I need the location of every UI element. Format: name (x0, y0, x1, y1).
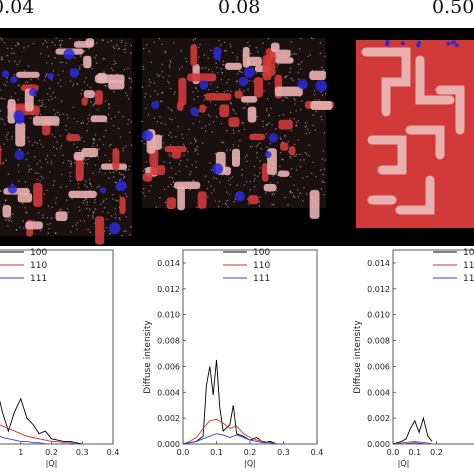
x-tick-label: 0.1 (408, 448, 421, 457)
y-axis-label: Diffuse intensity (353, 320, 363, 394)
y-tick-label: 0.014 (157, 259, 180, 268)
legend-label-100: 100 (253, 248, 270, 258)
y-tick-label: 0.014 (367, 259, 390, 268)
panel-label-3: 0.50 (432, 0, 474, 18)
y-tick-label: 0.012 (367, 285, 390, 294)
y-tick-label: 0.006 (367, 362, 390, 371)
legend-label-110: 110 (253, 261, 270, 271)
y-tick-label: 0.010 (367, 311, 390, 320)
series-line-111 (393, 442, 433, 444)
x-tick-label: 0.2 (244, 448, 257, 457)
y-tick-label: 0.012 (157, 285, 180, 294)
y-tick-label: 0.004 (367, 388, 390, 397)
x-tick-label: 0.3 (277, 448, 290, 457)
x-tick-label: 0.4 (311, 448, 324, 457)
chart-3: 0.000 0.002 0.004 0.006 0.008 0.010 0.012 0.014… (353, 248, 474, 468)
panel-label-2: 0.08 (218, 0, 261, 18)
y-tick-label: 0.002 (157, 414, 180, 423)
x-axis-label: |Q| (398, 459, 410, 468)
legend-label-110: 110 (30, 261, 47, 271)
microstructure-panel-1 (0, 37, 133, 245)
microstructure-panel-2 (141, 37, 334, 219)
chart-2: 0.000 0.002 0.004 0.006 0.008 0.010 0.012 0.014… (143, 248, 323, 468)
x-axis-label: |Q| (244, 459, 256, 468)
series-line-110 (0, 424, 83, 444)
x-axis-label: |Q| (46, 459, 58, 468)
chart-1: 1 0.2 0.3 0.4 |Q| 100 110 111 (0, 248, 119, 468)
x-tick-label: 0.1 (210, 448, 223, 457)
x-tick-label: 0.2 (45, 448, 58, 457)
series-line-100 (183, 359, 284, 444)
x-tick-label: 0.0 (177, 448, 190, 457)
plot-frame (0, 249, 114, 445)
series-line-111 (183, 433, 284, 444)
x-tick-label: 0.4 (107, 448, 120, 457)
series-line-100 (393, 416, 433, 444)
y-tick-label: 0.004 (157, 388, 180, 397)
legend-label-100: 100 (30, 248, 47, 258)
series-line-100 (0, 397, 83, 444)
x-tick-label: 1 (18, 448, 23, 457)
microstructure-panel-3 (356, 40, 474, 228)
y-axis-label: Diffuse intensity (143, 320, 153, 394)
y-tick-label: 0.010 (157, 311, 180, 320)
y-tick-label: 0.008 (157, 337, 180, 346)
legend-label-111: 111 (30, 274, 47, 284)
x-tick-label: 0.3 (76, 448, 89, 457)
legend-label-100: 100 (463, 248, 474, 258)
legend-label-111: 111 (253, 274, 270, 284)
legend-label-111: 111 (463, 274, 474, 284)
x-tick-label: 0.2 (430, 448, 443, 457)
x-tick-label: 0.0 (387, 448, 400, 457)
y-tick-label: 0.006 (157, 362, 180, 371)
y-tick-label: 0.008 (367, 337, 390, 346)
y-tick-label: 0.002 (367, 414, 390, 423)
plot-frame (392, 249, 474, 445)
series-line-110 (393, 440, 433, 444)
legend-label-110: 110 (463, 261, 474, 271)
series-line-110 (183, 418, 284, 444)
panel-label-1: 0.04 (0, 0, 35, 18)
y-tick-label: 0.000 (367, 440, 390, 449)
series-line-111 (0, 435, 83, 444)
plot-frame (182, 249, 318, 445)
y-tick-label: 0.000 (157, 440, 180, 449)
